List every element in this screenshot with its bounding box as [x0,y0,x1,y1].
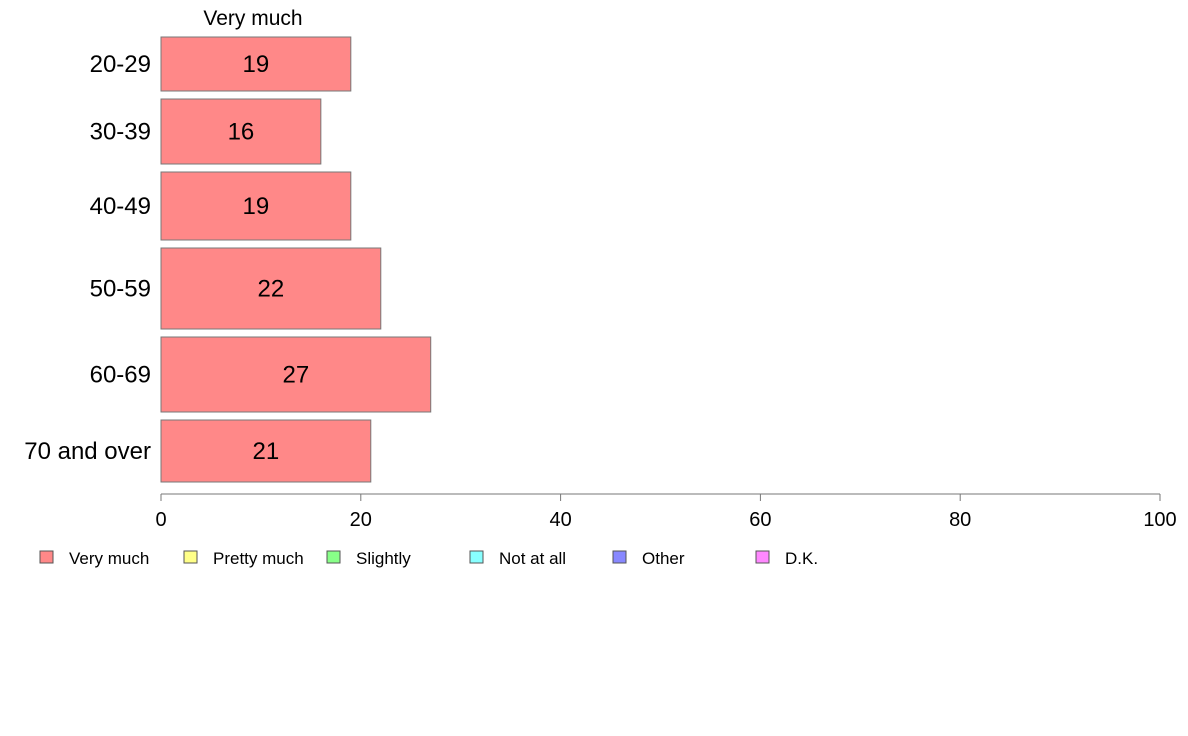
legend-swatch [755,550,770,564]
bar-value-label: 21 [253,438,280,465]
bar-value-label: 22 [258,276,285,303]
bars-group: 19 16 19 22 27 21 [160,36,432,483]
category-label: 40-49 [90,193,151,220]
bar-value-label: 27 [283,362,310,389]
bar-value-label: 19 [243,193,270,220]
bar-40-49-series-0 [160,171,352,241]
legend-label: Other [642,549,685,568]
x-tick-label: 40 [549,509,571,531]
column-header: Very much [203,7,302,30]
category-label: 50-59 [90,276,151,303]
bar-20-29-series-0 [160,36,352,92]
legend-label: Pretty much [213,549,304,568]
legend-label: Not at all [499,549,566,568]
legend-swatch [39,550,54,564]
x-tick-label: 60 [749,509,771,531]
category-label: 30-39 [90,119,151,146]
legend: Very much Pretty much Slightly Not at all Ot… [39,549,818,568]
bar-value-label: 19 [243,51,270,78]
x-tick-label: 20 [350,509,372,531]
x-tick-label: 80 [949,509,971,531]
legend-label: Very much [69,549,149,568]
legend-label: D.K. [785,549,818,568]
legend-label: Slightly [356,549,411,568]
category-label: 20-29 [90,51,151,78]
legend-swatch [469,550,484,564]
category-labels: 20-29 30-39 40-49 50-59 60-69 70 and over [24,51,151,465]
x-tick-label: 100 [1143,509,1176,531]
legend-swatch [612,550,627,564]
legend-swatch [183,550,198,564]
bar-70-and-over-series-0 [160,419,372,483]
category-label: 70 and over [24,438,151,465]
bar-30-39-series-0 [160,98,322,165]
x-tick-label: 0 [155,509,166,531]
category-label: 60-69 [90,362,151,389]
legend-swatch [326,550,341,564]
x-axis: 0 20 40 60 80 100 [155,493,1177,531]
bar-60-69-series-0 [160,336,432,413]
bar-50-59-series-0 [160,247,382,330]
bar-value-label: 16 [228,119,255,146]
